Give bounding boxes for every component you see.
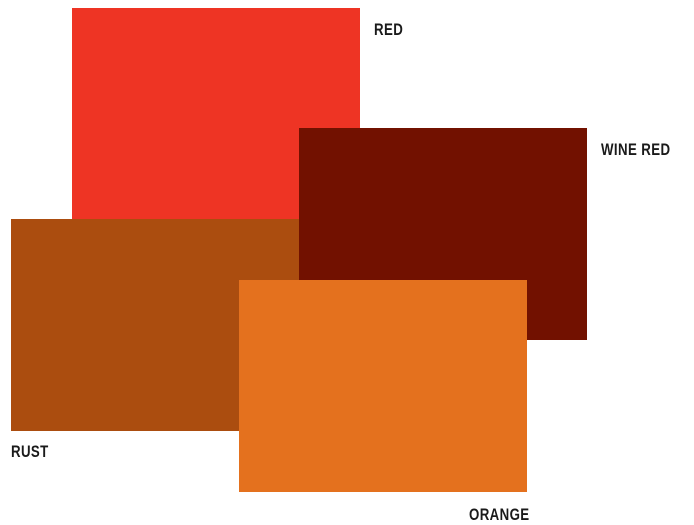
rust-label: RUST bbox=[11, 442, 49, 461]
red-label: RED bbox=[374, 20, 404, 39]
orange-swatch bbox=[239, 280, 527, 492]
orange-label: ORANGE bbox=[469, 505, 530, 524]
wine-red-label: WINE RED bbox=[601, 140, 671, 159]
